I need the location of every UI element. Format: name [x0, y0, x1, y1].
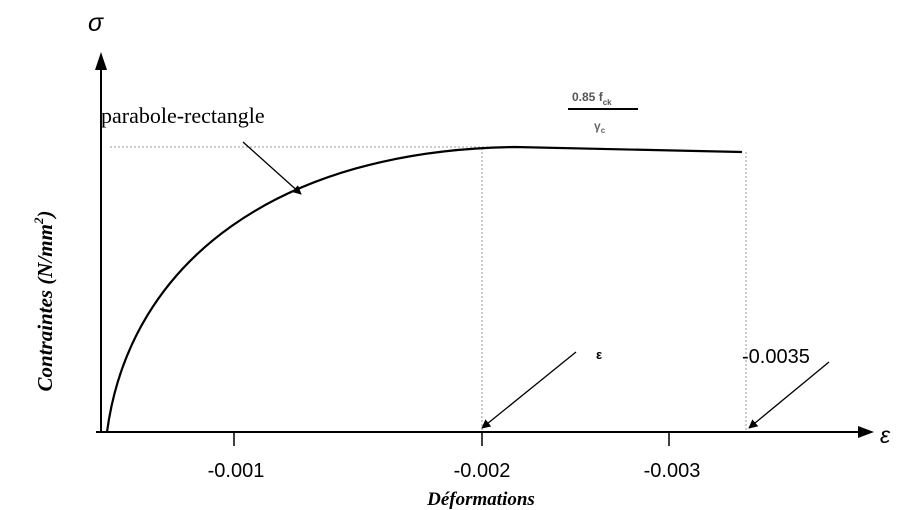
x-axis-symbol: ε — [880, 422, 891, 448]
curve-label: parabole-rectangle — [101, 103, 265, 128]
y-axis-arrowhead — [95, 52, 107, 70]
y-axis-title-close: ) — [33, 211, 57, 220]
y-axis-title-superscript: 2 — [31, 217, 46, 225]
plateau-denominator-subscript: c — [601, 126, 606, 135]
x-tick-label-1: -0.001 — [208, 460, 265, 482]
plateau-numerator-text: 0.85 f — [572, 90, 604, 104]
strain-symbol-label: ε — [596, 347, 602, 362]
plateau-denominator: γc — [594, 119, 606, 135]
ultimate-strain-label: -0.0035 — [742, 346, 810, 368]
y-axis-title: Contraintes (N/mm2) — [31, 211, 57, 392]
x-tick-label-3: -0.003 — [644, 460, 701, 482]
strain-symbol-arrow — [481, 351, 577, 429]
x-axis-title: Déformations — [426, 489, 535, 510]
plateau-numerator-subscript: ck — [603, 98, 612, 107]
x-tick-label-2: -0.002 — [454, 460, 511, 482]
parabola-rectangle-curve — [105, 145, 743, 433]
plateau-denominator-text: γ — [594, 119, 601, 133]
plateau-stress-fraction: 0.85 fck γc — [568, 90, 638, 135]
plateau-numerator: 0.85 fck — [572, 90, 612, 107]
y-axis-title-text: Contraintes (N/mm — [33, 224, 57, 391]
curve-label-arrow — [242, 141, 302, 195]
x-axis-arrowhead — [858, 426, 874, 438]
y-axis-symbol: σ — [88, 9, 104, 37]
ultimate-strain-arrow — [748, 361, 830, 429]
